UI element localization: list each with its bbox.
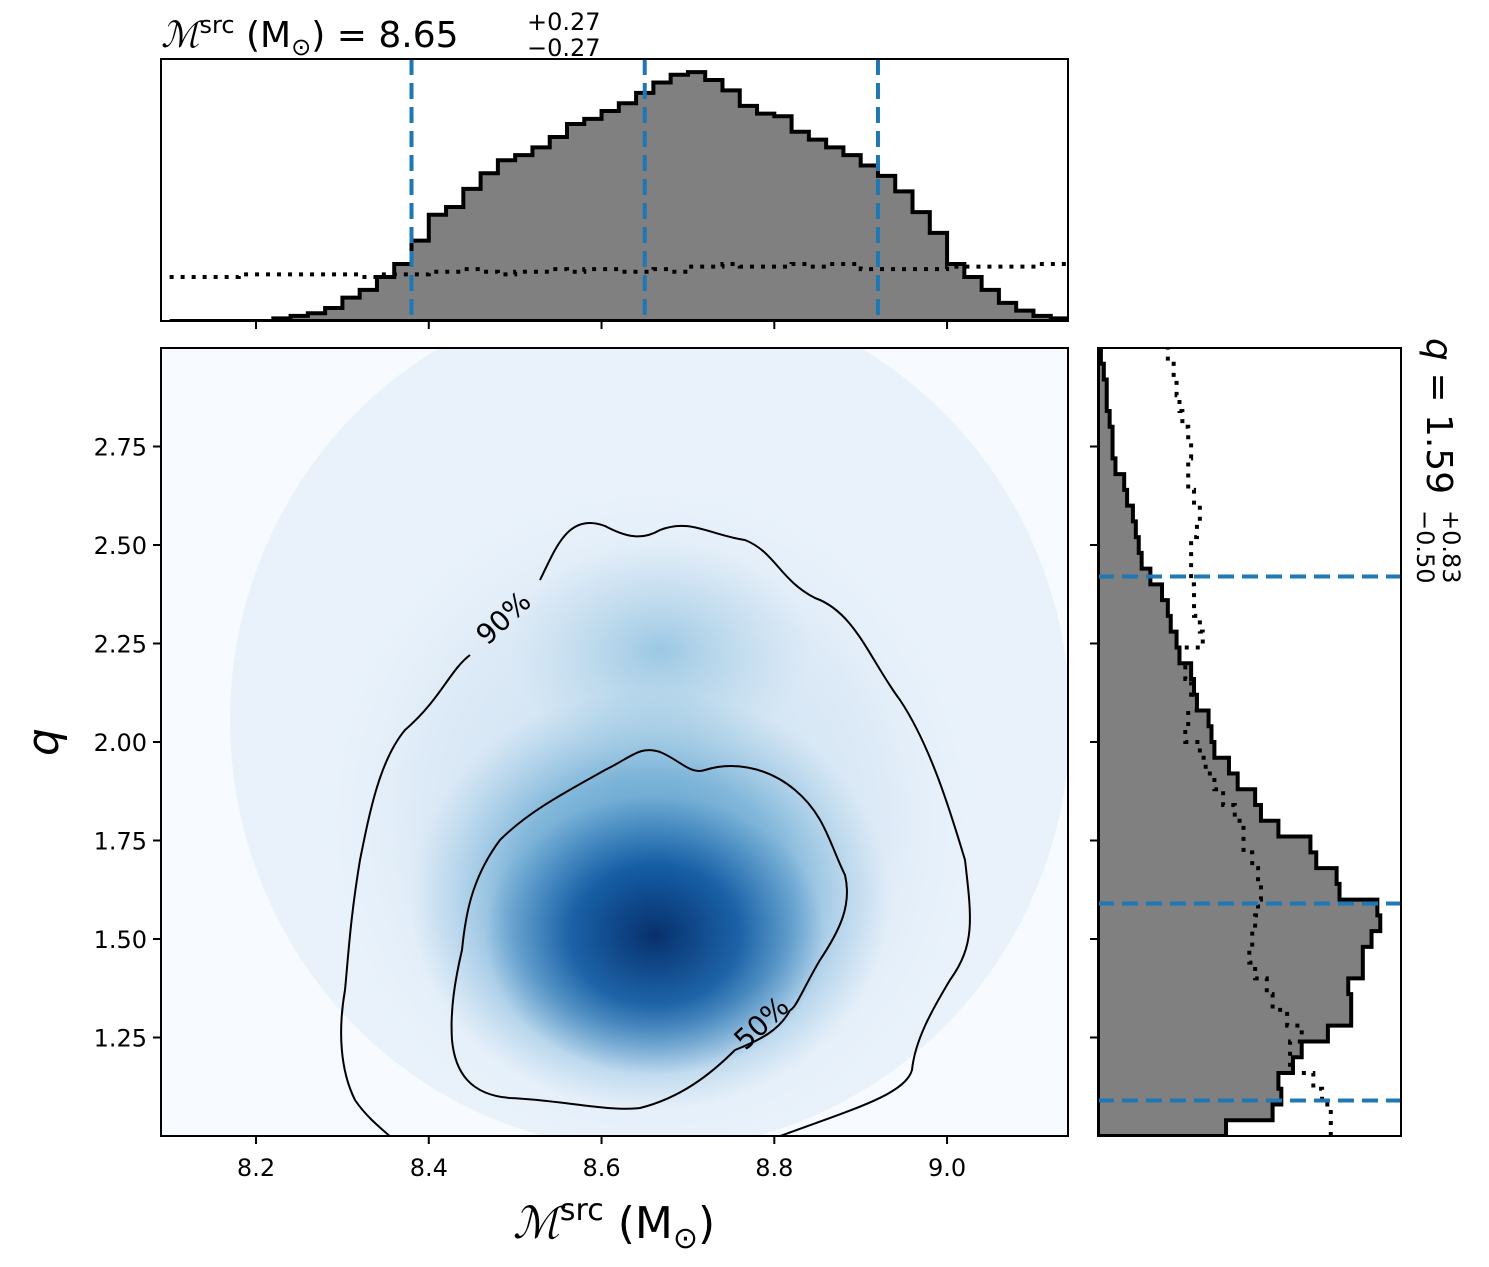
y-axis-label: q <box>18 728 69 756</box>
right-title-minus: −0.50 <box>1411 510 1439 584</box>
top-title-plus: +0.27 <box>527 8 601 36</box>
right-marginal-panel: q = 1.59 +0.83 −0.50 <box>1090 338 1465 1137</box>
top-frame <box>160 58 1069 322</box>
x-tick-label: 8.8 <box>755 1154 793 1182</box>
top-axis-ticks <box>255 321 949 329</box>
top-marginal-panel: ℳsrc (M⊙) = 8.65 +0.27 −0.27 <box>160 8 1069 329</box>
right-prior-histogram <box>1165 348 1333 1136</box>
joint-panel: 90% 50% 8.2 8.4 8.6 8.8 9.0 1.251.501.752.00… <box>94 347 1069 1182</box>
x-axis-ticks: 8.2 8.4 8.6 8.8 9.0 <box>237 1136 966 1182</box>
y-axis-ticks: 1.25 1.50 1.75 2.00 2.25 2.50 2.75 <box>94 434 161 1053</box>
contour-90-left <box>340 654 471 1136</box>
contour-50 <box>450 749 849 1110</box>
y-tick-label: 1.50 <box>94 926 147 954</box>
contour-90 <box>539 521 971 1136</box>
x-tick-label: 8.4 <box>410 1154 448 1182</box>
density-heatmap <box>230 348 1068 1136</box>
y-tick-label: 2.75 <box>94 434 147 462</box>
y-tick-label: 2.00 <box>94 729 147 757</box>
y-tick-label: 2.25 <box>94 631 147 659</box>
y-tick-label: 1.75 <box>94 828 147 856</box>
right-axis-ticks <box>1090 445 1098 1039</box>
y-tick-label: 1.25 <box>94 1025 147 1053</box>
x-tick-label: 8.2 <box>237 1154 275 1182</box>
density-layer-core <box>485 795 825 1075</box>
top-title: ℳsrc (M⊙) = 8.65 <box>161 11 459 61</box>
right-title: q = 1.59 <box>1418 338 1459 494</box>
right-histogram <box>1098 348 1383 1136</box>
y-tick-label: 2.50 <box>94 532 147 560</box>
top-title-minus: −0.27 <box>527 34 601 62</box>
right-quantile-lines <box>1098 574 1401 1103</box>
x-tick-label: 8.6 <box>582 1154 620 1182</box>
contour-50-tail <box>734 1009 791 1051</box>
right-title-plus: +0.83 <box>1437 510 1465 584</box>
x-axis-label: ℳsrc (M⊙) <box>513 1193 715 1256</box>
top-histogram <box>169 70 1068 321</box>
top-quantile-lines <box>409 59 880 321</box>
x-tick-label: 9.0 <box>928 1154 966 1182</box>
